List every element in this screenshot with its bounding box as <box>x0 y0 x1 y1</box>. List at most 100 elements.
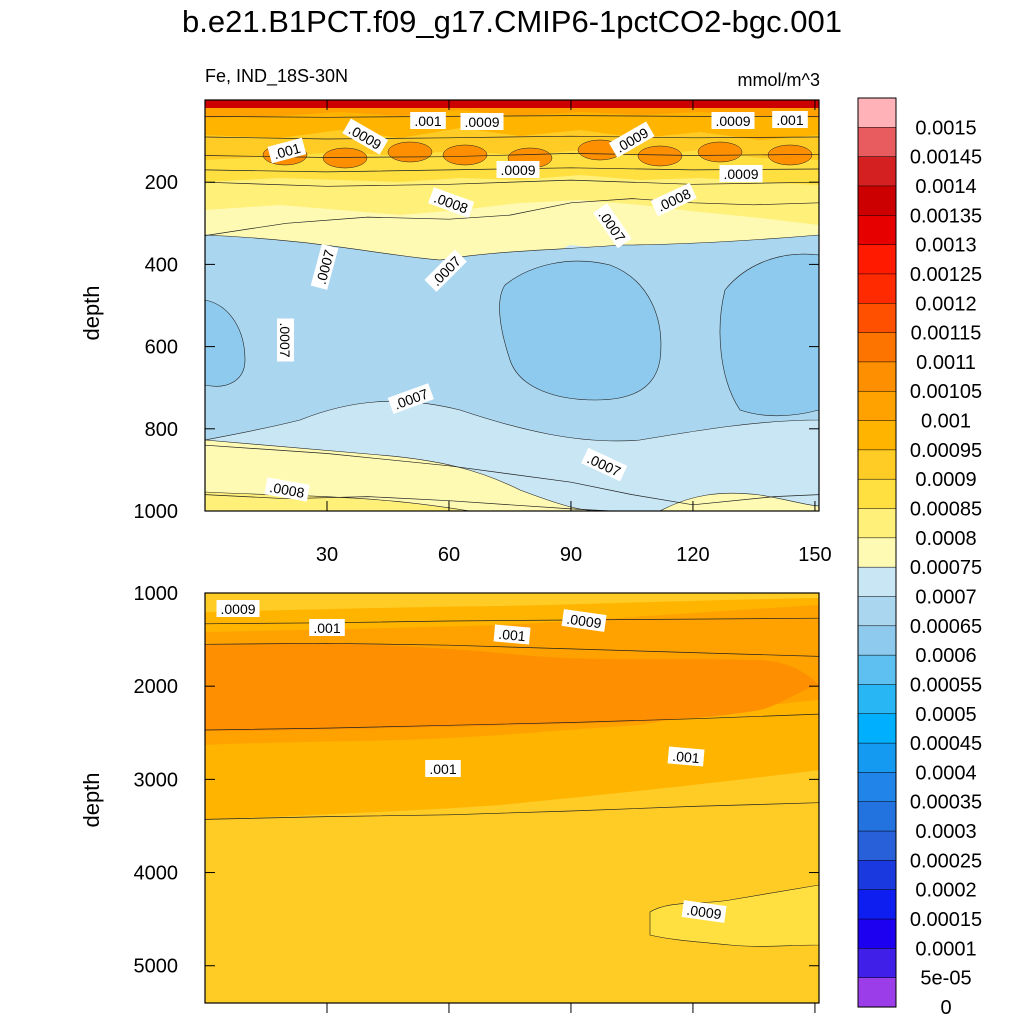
svg-text:.001: .001 <box>313 620 340 636</box>
units-label: mmol/m^3 <box>737 70 820 90</box>
lower-panel-frame <box>204 592 820 1004</box>
colorbar-swatch <box>857 625 897 656</box>
colorbar-label: 0.00115 <box>911 323 982 345</box>
upper-x-tick-label: 150 <box>798 544 831 566</box>
colorbar-label: 0.00025 <box>910 850 982 872</box>
contour-label: .001 <box>493 624 531 645</box>
contour-label: .0009 <box>460 113 504 130</box>
contour-label: .001 <box>667 746 705 767</box>
colorbar-label: 0.0001 <box>915 938 976 960</box>
svg-text:.0008: .0008 <box>268 479 305 501</box>
colorbar-label: 0.00105 <box>910 381 982 403</box>
svg-text:.001: .001 <box>429 761 456 777</box>
svg-text:.001: .001 <box>414 113 441 129</box>
colorbar-swatch <box>857 508 897 539</box>
colorbar-swatch <box>857 332 897 363</box>
svg-text:.0009: .0009 <box>715 113 750 129</box>
lower-panel-contour-fill <box>205 593 819 1003</box>
contour-label: .0009 <box>496 161 540 178</box>
contour-label: .0009 <box>216 600 260 617</box>
colorbar-swatch <box>857 449 897 480</box>
colorbar-label: 0.0007 <box>915 587 976 609</box>
svg-text:.0009: .0009 <box>500 162 535 178</box>
svg-text:.0009: .0009 <box>464 114 499 130</box>
svg-text:.001: .001 <box>272 140 303 163</box>
colorbar-swatch <box>857 244 897 275</box>
chart-title: b.e21.B1PCT.f09_g17.CMIP6-1pctCO2-bgc.00… <box>182 4 842 39</box>
upper-y-tick-label: 800 <box>145 419 178 441</box>
colorbar-swatch <box>857 361 897 392</box>
upper-y-tick-label: 200 <box>145 172 178 194</box>
colorbar-label: 0.00145 <box>910 147 982 169</box>
upper-x-tick-label: 30 <box>316 544 338 566</box>
upper-x-tick-label: 120 <box>676 544 709 566</box>
lower-y-tick-label: 4000 <box>134 863 179 885</box>
colorbar-label: 0.0015 <box>915 117 976 139</box>
colorbar-label: 0.0003 <box>915 821 976 843</box>
colorbar-swatch <box>857 478 897 510</box>
lower-contour-line <box>205 617 819 625</box>
upper-contour-line <box>205 135 819 140</box>
colorbar-swatch <box>857 97 897 128</box>
colorbar-label: 0.0002 <box>915 880 976 902</box>
svg-text:.001: .001 <box>672 748 701 766</box>
colorbar-label: 0.00125 <box>910 264 982 286</box>
svg-text:.001: .001 <box>776 112 803 128</box>
colorbar-label: 0.0004 <box>915 762 976 784</box>
colorbar-swatch <box>857 303 897 334</box>
contour-label: .001 <box>425 760 461 777</box>
contour-label: .001 <box>772 111 808 128</box>
colorbar-label: 0.0012 <box>915 293 976 315</box>
colorbar-swatch <box>857 889 897 920</box>
colorbar-swatch <box>857 654 897 686</box>
colorbar-label: 0.0013 <box>915 235 976 257</box>
contour-label: .001 <box>410 112 446 129</box>
upper-x-tick-label: 60 <box>438 544 460 566</box>
contour-label: .0009 <box>681 900 727 923</box>
colorbar-label: 0.0014 <box>915 176 976 198</box>
colorbar-swatch <box>857 156 897 187</box>
colorbar-label: 0.0011 <box>916 352 976 374</box>
upper-y-axis-label: depth <box>79 285 104 341</box>
colorbar-label: 0.0005 <box>915 704 976 726</box>
upper-contour-line <box>205 153 819 158</box>
colorbar-label: 0.00015 <box>910 909 982 931</box>
upper-y-tick-label: 400 <box>145 254 178 276</box>
colorbar-swatch <box>857 772 897 803</box>
colorbar-label: 0.00065 <box>910 616 982 638</box>
colorbar-label: 0.0009 <box>915 469 976 491</box>
contour-label: .0009 <box>711 112 755 129</box>
lower-y-tick-label: 2000 <box>134 676 179 698</box>
lower-y-tick-label: 5000 <box>134 956 179 978</box>
colorbar-swatch <box>857 596 897 627</box>
colorbar-swatch <box>857 185 897 216</box>
colorbar-label: 0.00055 <box>910 675 982 697</box>
svg-text:.0007: .0007 <box>277 322 293 357</box>
colorbar-swatch <box>857 566 897 598</box>
contour-label: .0007 <box>310 243 339 290</box>
colorbar-swatch <box>857 713 897 744</box>
svg-text:.0009: .0009 <box>686 902 723 923</box>
colorbar-swatch <box>857 948 897 979</box>
colorbar-label: 0.00045 <box>910 733 982 755</box>
colorbar-swatch <box>857 830 897 861</box>
lower-contour-line <box>205 713 819 731</box>
colorbar-swatch <box>857 801 897 832</box>
upper-contour-line <box>205 444 819 506</box>
axes: 200 400 600 800 1000 30 60 90 120 150 1000 2000 3000… <box>134 100 832 1013</box>
colorbar-swatch <box>857 537 897 568</box>
contour-label: .0009 <box>561 609 607 632</box>
lower-contour-line <box>205 642 819 657</box>
lower-panel-contour-lines <box>205 617 819 820</box>
upper-x-tick-label: 90 <box>560 544 582 566</box>
colorbar-label: 0.001 <box>921 411 971 433</box>
svg-text:.0009: .0009 <box>220 601 255 617</box>
colorbar-swatch <box>857 977 897 1008</box>
svg-text:.0009: .0009 <box>723 166 758 182</box>
colorbar-label: 0.00135 <box>910 205 982 227</box>
contour-label: .001 <box>267 137 307 164</box>
colorbar-label: 0.00095 <box>910 440 982 462</box>
colorbar-swatch <box>857 127 897 158</box>
colorbar-label: 0 <box>940 997 951 1019</box>
